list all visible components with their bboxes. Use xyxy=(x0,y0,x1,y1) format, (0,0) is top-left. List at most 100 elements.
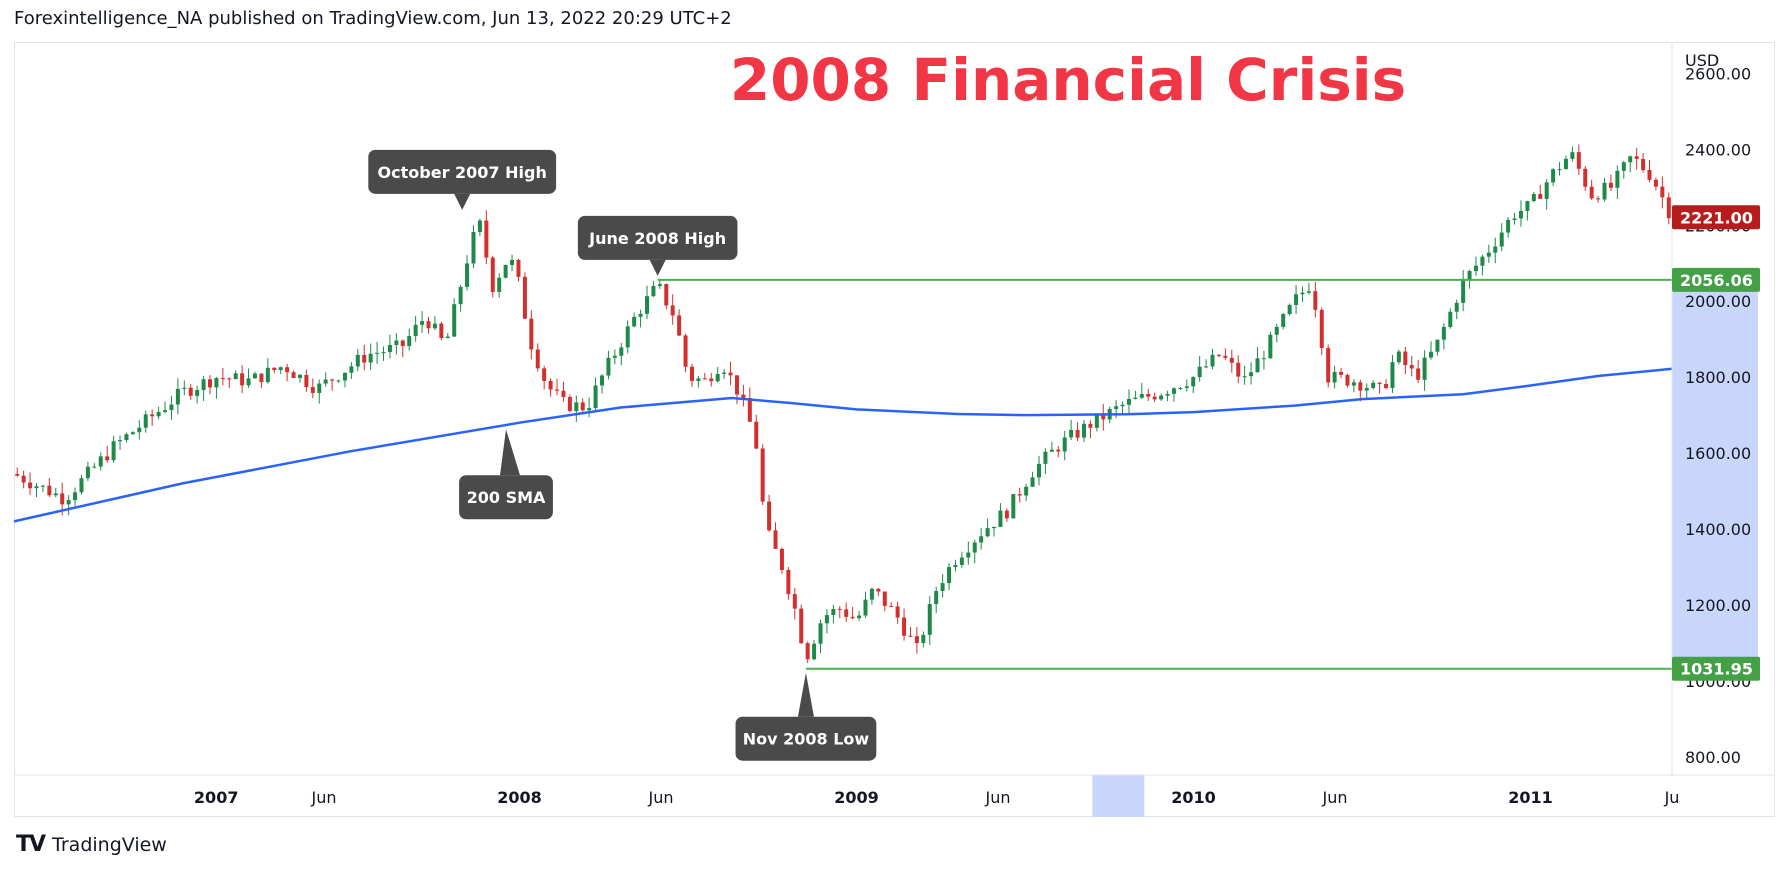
candle-body xyxy=(330,379,335,381)
candle-body xyxy=(902,617,907,636)
y-tick-label: 1800.00 xyxy=(1685,368,1751,387)
candle xyxy=(985,518,990,538)
candle-body xyxy=(773,530,778,549)
candle-body xyxy=(824,615,829,624)
candle xyxy=(1255,347,1260,373)
candle-body xyxy=(696,378,701,381)
sma-line-group xyxy=(13,367,1673,523)
tradingview-logo-icon: TV xyxy=(16,832,46,857)
candle xyxy=(869,587,874,605)
candle-body xyxy=(1236,362,1241,377)
candle xyxy=(1165,390,1170,402)
candle xyxy=(1204,359,1209,369)
candle xyxy=(696,375,701,388)
candle-body xyxy=(1171,388,1176,394)
candle-body xyxy=(208,379,213,388)
candle xyxy=(143,410,148,433)
candle xyxy=(857,610,862,621)
candle xyxy=(1069,419,1074,441)
candle xyxy=(1371,380,1376,390)
callout[interactable]: 200 SMA xyxy=(459,429,553,520)
candle-body xyxy=(1358,382,1363,391)
candle xyxy=(580,398,585,414)
candle xyxy=(1300,286,1305,302)
candle xyxy=(246,368,251,388)
candle-body xyxy=(246,378,251,386)
tradingview-logo[interactable]: TV TradingView xyxy=(16,832,167,857)
candle-body xyxy=(432,323,437,329)
candle-body xyxy=(857,615,862,619)
candle xyxy=(15,467,20,477)
candle-body xyxy=(259,373,264,383)
candle xyxy=(1261,350,1266,370)
candle xyxy=(799,604,804,645)
candle xyxy=(664,283,669,310)
candle xyxy=(1377,381,1382,394)
candle-body xyxy=(709,378,714,382)
candle-body xyxy=(1081,423,1086,438)
candle xyxy=(310,378,315,399)
publisher-line: Forexintelligence_NA published on Tradin… xyxy=(14,8,732,29)
candle-body xyxy=(349,366,354,373)
candle-body xyxy=(1608,182,1613,188)
candle xyxy=(163,401,168,414)
candle-body xyxy=(1101,413,1106,420)
candle xyxy=(574,395,579,423)
price-chart[interactable]: October 2007 High June 2008 High 200 SMA No… xyxy=(0,0,1791,820)
candle xyxy=(1666,192,1671,225)
candle xyxy=(330,378,335,391)
time-axis[interactable]: 2007 Jun 2008 Jun 2009 Jun 2010 Jun 2011 Ju xyxy=(194,788,1680,807)
candle-body xyxy=(105,456,110,461)
candle xyxy=(837,606,842,619)
candle xyxy=(947,563,952,591)
candle xyxy=(593,377,598,412)
candle xyxy=(1004,508,1009,522)
price-axis[interactable]: 2600.002400.002200.002000.001800.001600.… xyxy=(1685,64,1751,766)
candle-body xyxy=(272,367,277,371)
candle-body xyxy=(1628,156,1633,163)
candle-body xyxy=(21,475,26,483)
candle xyxy=(85,461,90,481)
callout[interactable]: Nov 2008 Low xyxy=(735,672,877,761)
candle-body xyxy=(445,336,450,339)
candle-body xyxy=(869,588,874,600)
candle xyxy=(227,377,232,389)
candle xyxy=(1223,348,1228,361)
candle-body xyxy=(1596,198,1601,200)
level-price-tag-bg xyxy=(1672,656,1760,681)
candle xyxy=(1499,223,1504,252)
candle xyxy=(625,320,630,354)
candle-body xyxy=(1512,218,1517,220)
y-tick-label: 2400.00 xyxy=(1685,140,1751,159)
callout[interactable]: June 2008 High xyxy=(577,215,738,276)
candle xyxy=(709,372,714,387)
candle-body xyxy=(625,326,630,348)
candle xyxy=(831,604,836,624)
candle-body xyxy=(992,526,997,529)
candle-body xyxy=(1037,463,1042,478)
candle xyxy=(741,384,746,407)
candle xyxy=(1422,350,1427,391)
candle xyxy=(1236,355,1241,384)
x-tick-label: 2007 xyxy=(194,788,239,807)
candle-body xyxy=(619,347,624,356)
candle xyxy=(1191,376,1196,394)
candle xyxy=(1563,155,1568,170)
candle xyxy=(1518,200,1523,227)
candle xyxy=(779,547,784,574)
callout[interactable]: October 2007 High xyxy=(368,149,557,210)
candle-body xyxy=(53,493,58,496)
candle-body xyxy=(118,440,123,442)
candle xyxy=(689,363,694,387)
candle-body xyxy=(92,466,97,468)
axis-highlight-band xyxy=(1092,279,1758,817)
candle xyxy=(355,348,360,372)
candle-body xyxy=(722,372,727,374)
candle-body xyxy=(1364,387,1369,391)
candle-body xyxy=(1621,162,1626,171)
sma-200-line[interactable] xyxy=(13,367,1673,523)
candle xyxy=(1506,217,1511,238)
candle xyxy=(1056,445,1061,458)
candle-body xyxy=(1570,152,1575,159)
candle-body xyxy=(368,353,373,363)
